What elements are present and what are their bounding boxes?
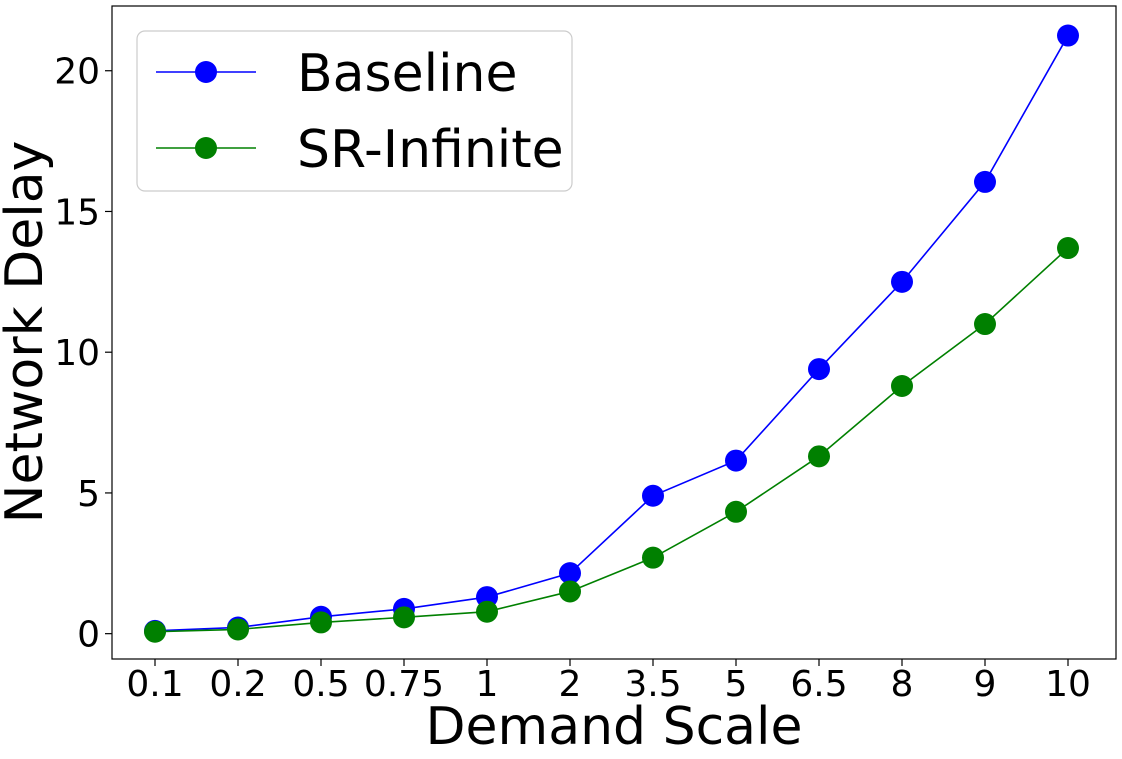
x-axis: 0.1 0.2 0.5 0.75 1 2 3.5 5 6.5 8 9 10 <box>126 659 1091 705</box>
data-point-baseline <box>1057 24 1079 47</box>
x-tick-label: 10 <box>1045 664 1091 705</box>
legend-marker-sr-infinite <box>195 137 217 159</box>
data-point-sr-infinite <box>393 606 415 629</box>
y-tick-label: 15 <box>54 192 100 233</box>
legend-label-baseline: Baseline <box>297 44 517 104</box>
legend-frame <box>136 30 573 192</box>
data-point-sr-infinite <box>559 580 581 603</box>
x-tick-label: 3.5 <box>624 664 681 705</box>
y-axis: 0 5 10 15 20 <box>54 52 112 656</box>
y-tick-label: 5 <box>77 474 100 515</box>
legend: Baseline SR-Infinite <box>136 30 573 192</box>
x-tick-label: 9 <box>974 664 997 705</box>
x-tick-label: 0.5 <box>292 664 349 705</box>
series-line-baseline <box>154 35 1069 632</box>
data-point-baseline <box>891 270 913 293</box>
data-point-baseline <box>559 562 581 585</box>
series-line-sr-infinite <box>154 247 1069 633</box>
data-point-sr-infinite <box>1057 237 1079 260</box>
y-axis-title: Network Delay <box>0 141 55 524</box>
x-tick-label: 2 <box>559 664 582 705</box>
data-point-sr-infinite <box>974 313 996 336</box>
data-point-sr-infinite <box>144 620 166 643</box>
x-tick-label: 8 <box>891 664 914 705</box>
data-point-sr-infinite <box>310 611 332 634</box>
series-layer <box>144 24 1079 643</box>
x-tick-label: 0.2 <box>209 664 266 705</box>
data-point-baseline <box>974 170 996 193</box>
y-tick-label: 0 <box>77 615 100 656</box>
y-tick-label: 20 <box>54 52 100 93</box>
y-tick-label: 10 <box>54 333 100 374</box>
x-tick-label: 0.75 <box>364 664 444 705</box>
x-tick-label: 0.1 <box>126 664 183 705</box>
data-point-baseline <box>808 358 830 381</box>
legend-marker-baseline <box>195 61 217 83</box>
data-point-baseline <box>642 484 664 507</box>
legend-label-sr-infinite: SR-Infinite <box>297 120 564 180</box>
x-tick-label: 1 <box>476 664 499 705</box>
x-tick-label: 6.5 <box>790 664 847 705</box>
data-point-sr-infinite <box>891 374 913 397</box>
data-point-sr-infinite <box>642 546 664 569</box>
data-point-baseline <box>725 449 747 472</box>
data-point-sr-infinite <box>227 618 249 641</box>
x-axis-title: Demand Scale <box>426 697 803 757</box>
x-tick-label: 5 <box>725 664 748 705</box>
data-point-sr-infinite <box>725 500 747 523</box>
data-point-sr-infinite <box>476 600 498 623</box>
data-point-sr-infinite <box>808 445 830 468</box>
